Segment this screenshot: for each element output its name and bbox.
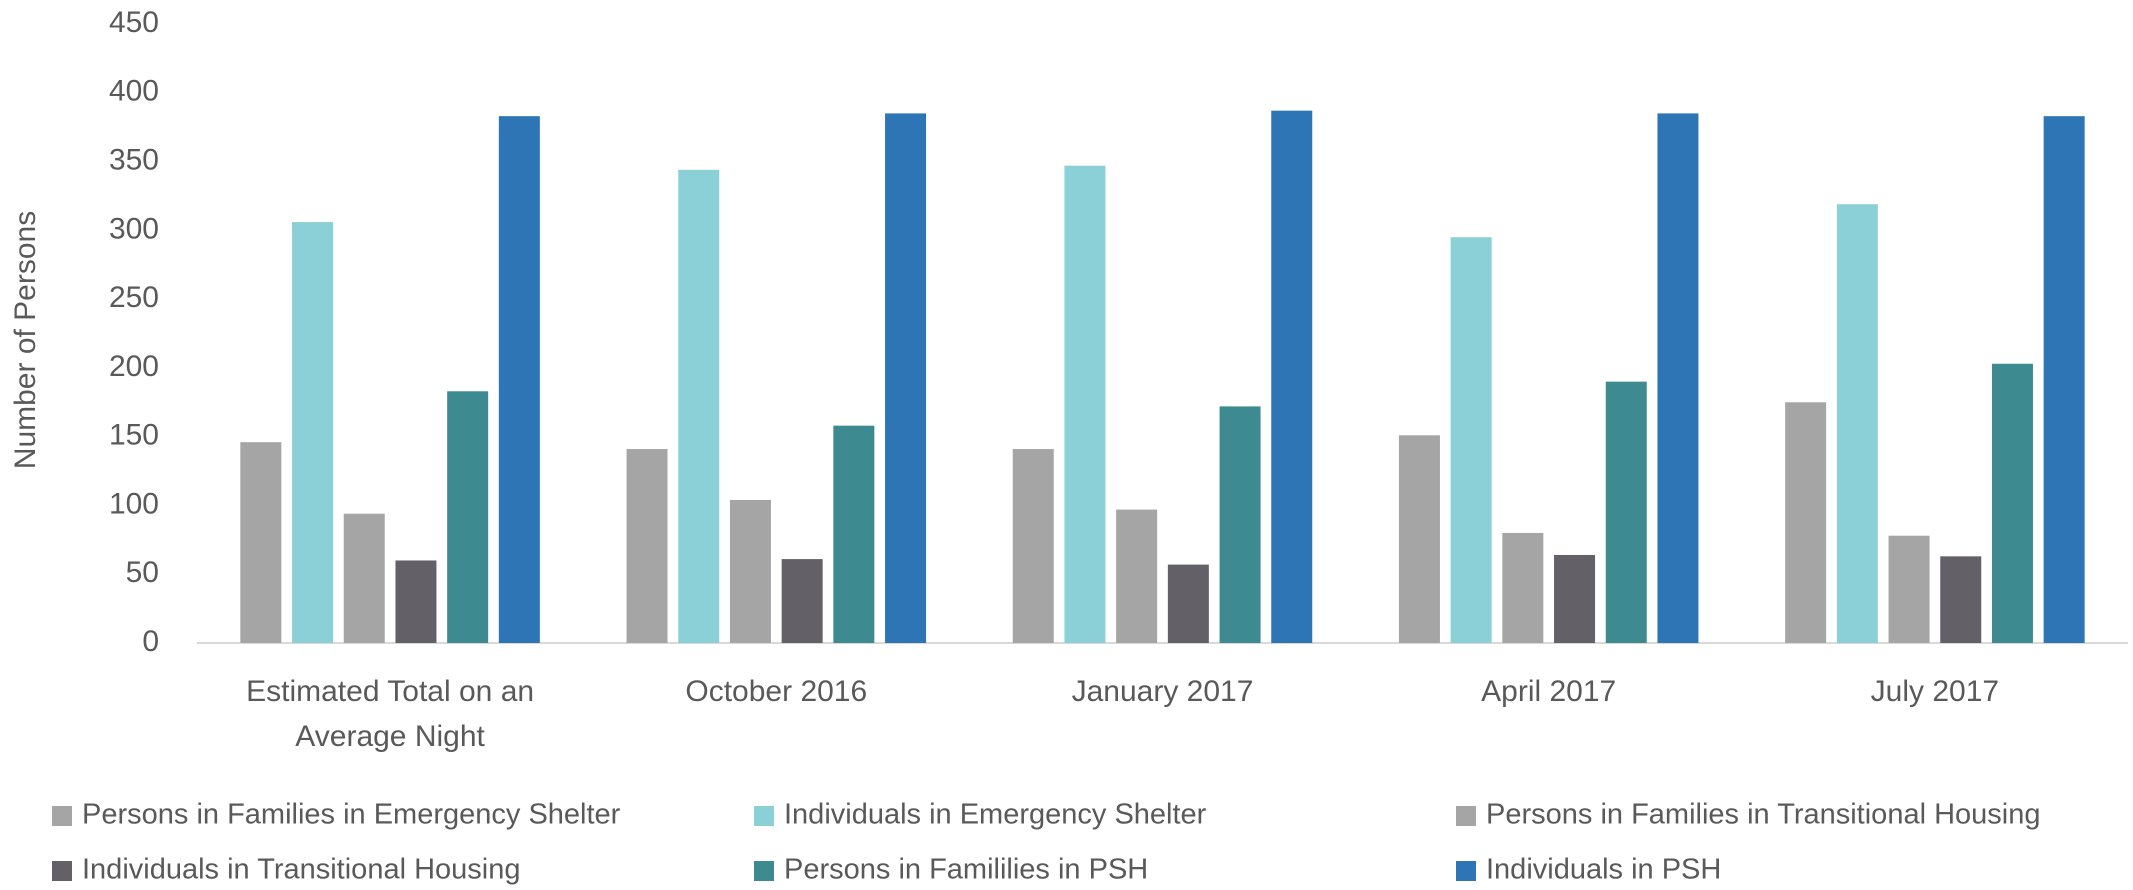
y-tick-label: 150: [109, 419, 159, 452]
bar: [2043, 116, 2085, 643]
y-tick-label: 100: [109, 487, 159, 520]
bar: [1271, 110, 1313, 643]
bar: [781, 559, 823, 643]
bar: [1888, 535, 1930, 643]
bar: [1991, 363, 2033, 643]
bar: [1605, 381, 1647, 643]
y-tick-label: 250: [109, 281, 159, 314]
y-tick-label: 300: [109, 212, 159, 245]
y-tick-label: 400: [109, 75, 159, 108]
bar: [1116, 509, 1158, 643]
bar: [1219, 406, 1261, 643]
x-tick-label: Estimated Total on an Average Night: [246, 675, 535, 753]
bar: [1502, 532, 1544, 643]
legend-label: Individuals in PSH: [1486, 854, 1721, 886]
x-tick-label: October 2016: [685, 675, 868, 708]
x-tick-label: January 2017: [1071, 675, 1254, 708]
y-axis-title: Number of Persons: [9, 211, 42, 469]
legend-label: Persons in Families in Transitional Hous…: [1486, 799, 2040, 831]
legend-swatch: [1456, 806, 1476, 826]
bar: [1940, 556, 1982, 643]
bar: [1450, 237, 1492, 643]
y-tick-label: 450: [109, 6, 159, 39]
bar: [1012, 449, 1054, 643]
bar: [678, 169, 720, 643]
y-tick-label: 200: [109, 350, 159, 383]
y-tick-label: 350: [109, 143, 159, 176]
bar: [292, 222, 334, 643]
legend-swatch: [754, 806, 774, 826]
x-tick-label: July 2017: [1870, 675, 2000, 708]
legend-label: Individuals in Transitional Housing: [82, 854, 520, 886]
legend-swatch: [52, 806, 72, 826]
x-tick-label: April 2017: [1481, 675, 1617, 708]
legend-swatch: [754, 861, 774, 881]
bar: [1167, 564, 1209, 643]
bar: [1785, 402, 1827, 643]
legend-label: Persons in Families in Emergency Shelter: [82, 799, 621, 831]
bar: [1064, 165, 1106, 643]
bar: [833, 425, 875, 643]
bar: [1398, 435, 1440, 643]
bar: [447, 391, 489, 643]
legend-label: Persons in Famililies in PSH: [784, 854, 1148, 886]
bar: [498, 116, 540, 643]
bar: [395, 560, 437, 643]
bar: [729, 499, 771, 643]
y-tick-label: 0: [142, 625, 159, 658]
bar: [1554, 554, 1596, 643]
y-tick-label: 50: [126, 556, 159, 589]
bar: [1836, 204, 1878, 643]
legend-label: Individuals in Emergency Shelter: [784, 799, 1207, 831]
bar: [240, 442, 282, 643]
legend-swatch: [52, 861, 72, 881]
bar: [885, 113, 927, 643]
bar: [343, 513, 385, 643]
bar: [626, 449, 668, 643]
bar: [1657, 113, 1699, 643]
legend-swatch: [1456, 861, 1476, 881]
